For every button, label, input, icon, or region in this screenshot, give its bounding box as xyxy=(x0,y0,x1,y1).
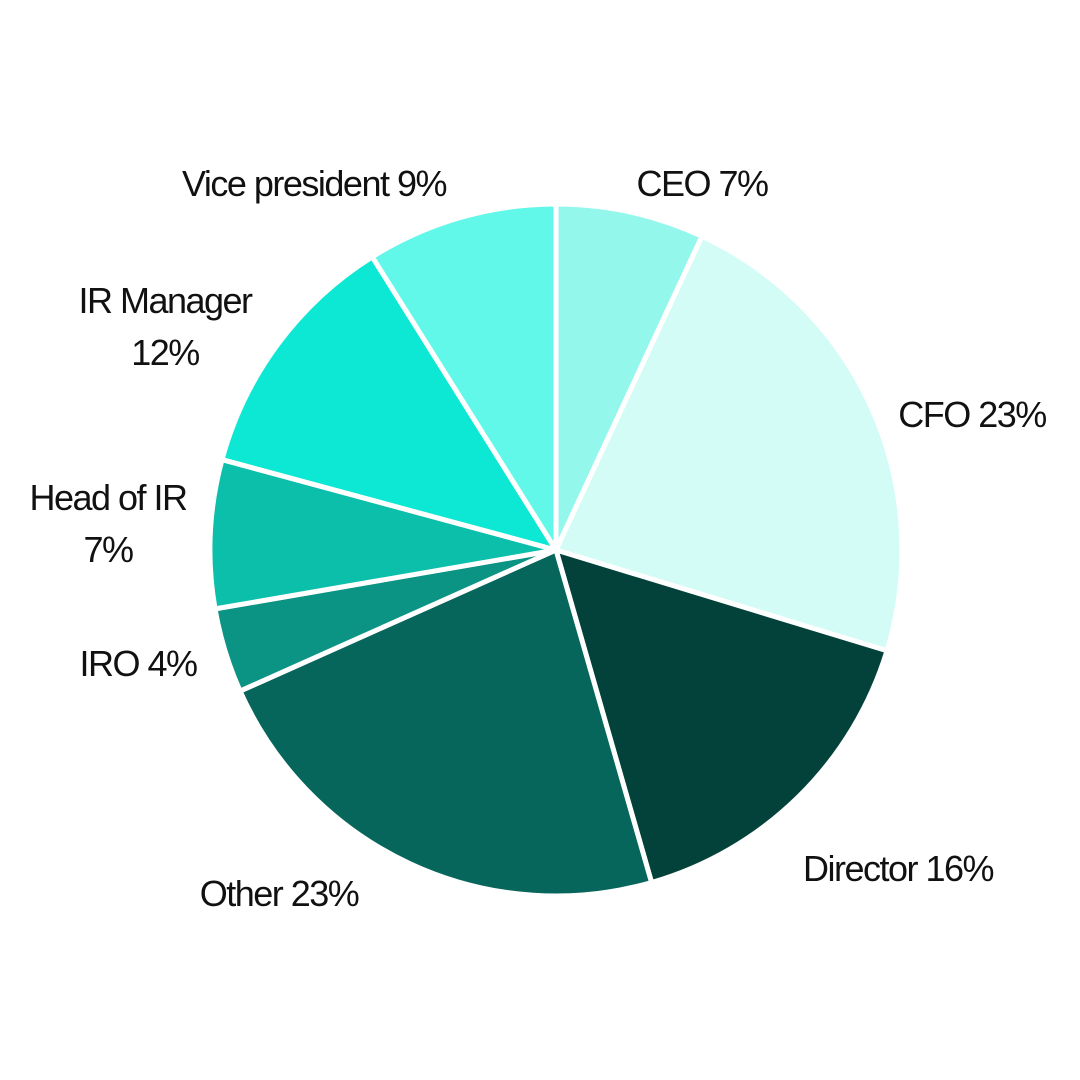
label-head-of-ir: Head of IR 7% xyxy=(29,477,187,570)
label-line: CFO 23% xyxy=(898,394,1046,435)
label-other: Other 23% xyxy=(200,873,359,914)
slice-director xyxy=(552,546,891,886)
label-iro: IRO 4% xyxy=(79,643,197,684)
label-vice-president: Vice president 9% xyxy=(182,163,447,204)
slice-cfo xyxy=(552,232,905,654)
label-director: Director 16% xyxy=(803,848,994,889)
label-line: CEO 7% xyxy=(636,163,768,204)
slice-head-of-ir xyxy=(207,456,557,612)
label-line: 12% xyxy=(131,332,199,373)
label-cfo: CFO 23% xyxy=(898,394,1046,435)
pie-slices xyxy=(207,201,905,899)
slice-other xyxy=(236,546,655,899)
slice-ceo xyxy=(553,201,706,552)
slice-ir-manager xyxy=(218,253,562,555)
label-line: Other 23% xyxy=(200,873,359,914)
label-line: Director 16% xyxy=(803,848,994,889)
label-ir-manager: IR Manager 12% xyxy=(78,280,253,373)
label-line: Head of IR xyxy=(29,477,187,518)
label-line: IRO 4% xyxy=(79,643,197,684)
pie-labels: CEO 7% CFO 23% Director 16% Other 23% IRO 4%… xyxy=(29,163,1047,914)
label-ceo: CEO 7% xyxy=(636,163,768,204)
slice-vice-president xyxy=(368,201,559,559)
label-line: 7% xyxy=(83,529,133,570)
label-line: IR Manager xyxy=(78,280,253,321)
label-line: Vice president 9% xyxy=(182,163,447,204)
